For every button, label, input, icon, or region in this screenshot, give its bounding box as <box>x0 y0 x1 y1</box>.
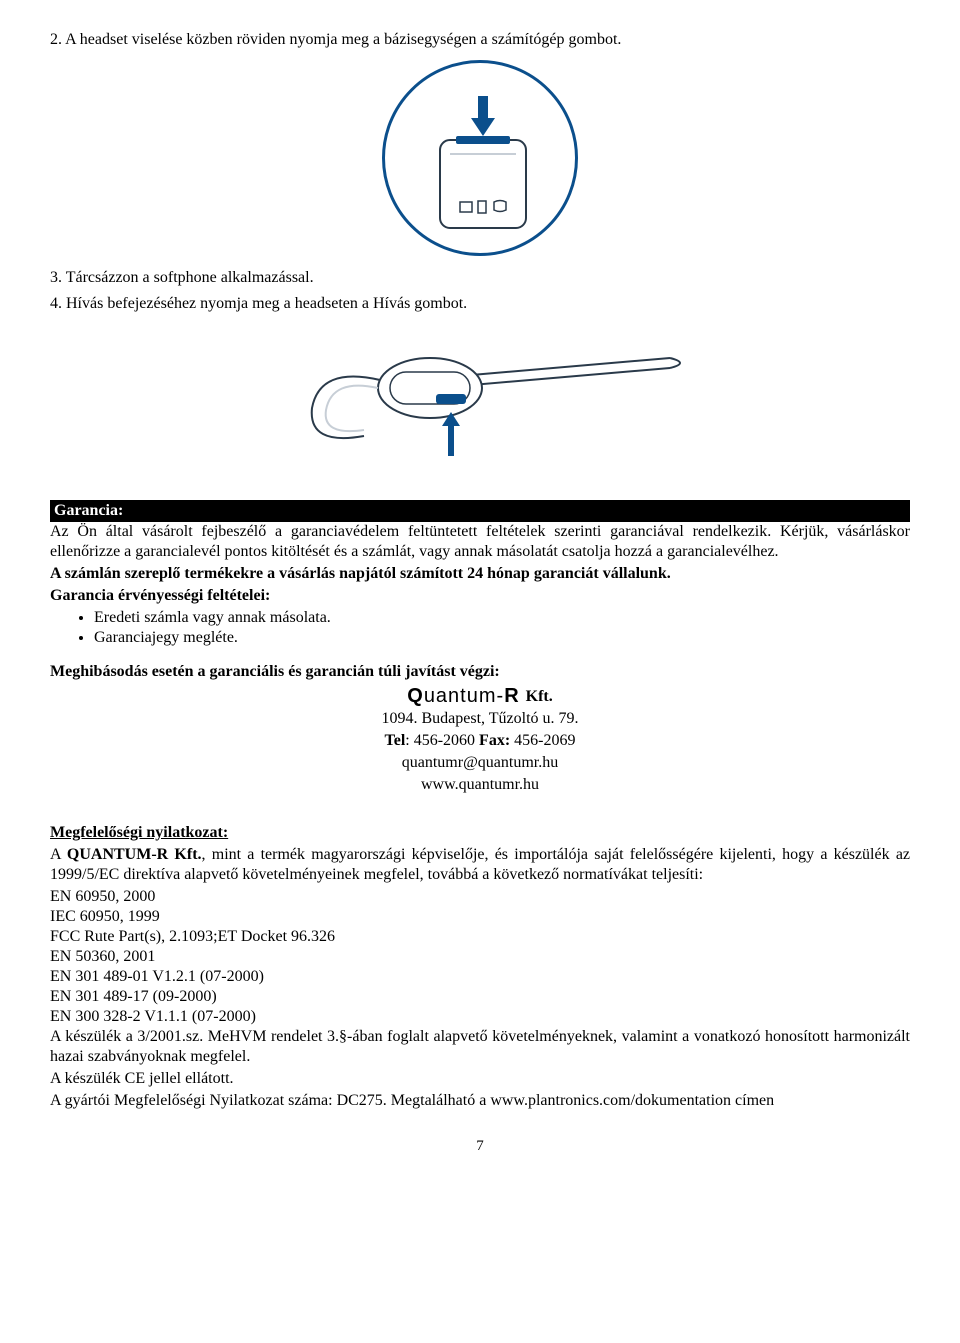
repair-email: quantumr@quantumr.hu <box>50 753 910 773</box>
standard-2: IEC 60950, 1999 <box>50 907 910 927</box>
repair-phone-line: Tel: 456-2060 Fax: 456-2069 <box>50 731 910 751</box>
conformity-footer-2: A készülék CE jellel ellátott. <box>50 1069 910 1089</box>
conformity-company: QUANTUM-R Kft. <box>67 846 202 863</box>
warranty-conditions-list: Eredeti számla vagy annak másolata. Gara… <box>50 608 910 648</box>
warranty-conditions-title: Garancia érvényességi feltételei: <box>50 586 910 606</box>
standard-7: EN 300 328-2 V1.1.1 (07-2000) <box>50 1007 910 1027</box>
standard-4: EN 50360, 2001 <box>50 947 910 967</box>
standard-5: EN 301 489-01 V1.2.1 (07-2000) <box>50 967 910 987</box>
headset-illustration <box>260 328 700 478</box>
base-unit-illustration <box>382 60 578 256</box>
conformity-block: Megfelelőségi nyilatkozat: A QUANTUM-R K… <box>50 823 910 1111</box>
warranty-duration: A számlán szereplő termékekre a vásárlás… <box>50 564 910 584</box>
fax-value: 456-2069 <box>510 732 575 749</box>
repair-address: 1094. Budapest, Tűzoltó u. 79. <box>50 709 910 729</box>
warranty-condition-1: Eredeti számla vagy annak másolata. <box>94 608 910 628</box>
tel-value: : 456-2060 <box>405 732 479 749</box>
page-number: 7 <box>50 1137 910 1156</box>
repair-company-line: Quantum-R Kft. <box>50 684 910 709</box>
warranty-condition-2: Garanciajegy megléte. <box>94 628 910 648</box>
base-unit-svg <box>400 78 560 238</box>
tel-label: Tel <box>385 732 406 749</box>
instruction-step-4: 4. Hívás befejezéséhez nyomja meg a head… <box>50 294 910 314</box>
repair-title: Meghibásodás esetén a garanciális és gar… <box>50 662 910 682</box>
instruction-step-3: 3. Tárcsázzon a softphone alkalmazással. <box>50 268 910 288</box>
repair-service-block: Meghibásodás esetén a garanciális és gar… <box>50 662 910 795</box>
warranty-heading: Garancia: <box>50 500 910 522</box>
standard-6: EN 301 489-17 (09-2000) <box>50 987 910 1007</box>
fax-label: Fax: <box>479 732 510 749</box>
conformity-footer-1: A készülék a 3/2001.sz. MeHVM rendelet 3… <box>50 1027 910 1067</box>
standard-3: FCC Rute Part(s), 2.1093;ET Docket 96.32… <box>50 927 910 947</box>
conformity-body: A QUANTUM-R Kft., mint a termék magyaror… <box>50 845 910 885</box>
standard-1: EN 60950, 2000 <box>50 887 910 907</box>
standards-list: EN 60950, 2000 IEC 60950, 1999 FCC Rute … <box>50 887 910 1027</box>
repair-kft: Kft. <box>526 687 553 707</box>
quantum-logo: Quantum-R <box>407 684 519 709</box>
conformity-title: Megfelelőségi nyilatkozat: <box>50 823 910 843</box>
repair-web: www.quantumr.hu <box>50 775 910 795</box>
warranty-paragraph-1: Az Ön által vásárolt fejbeszélő a garanc… <box>50 522 910 562</box>
conformity-lead-a: A <box>50 846 67 863</box>
instruction-step-2: 2. A headset viselése közben röviden nyo… <box>50 30 910 50</box>
conformity-footer-3: A gyártói Megfelelőségi Nyilatkozat szám… <box>50 1091 910 1111</box>
